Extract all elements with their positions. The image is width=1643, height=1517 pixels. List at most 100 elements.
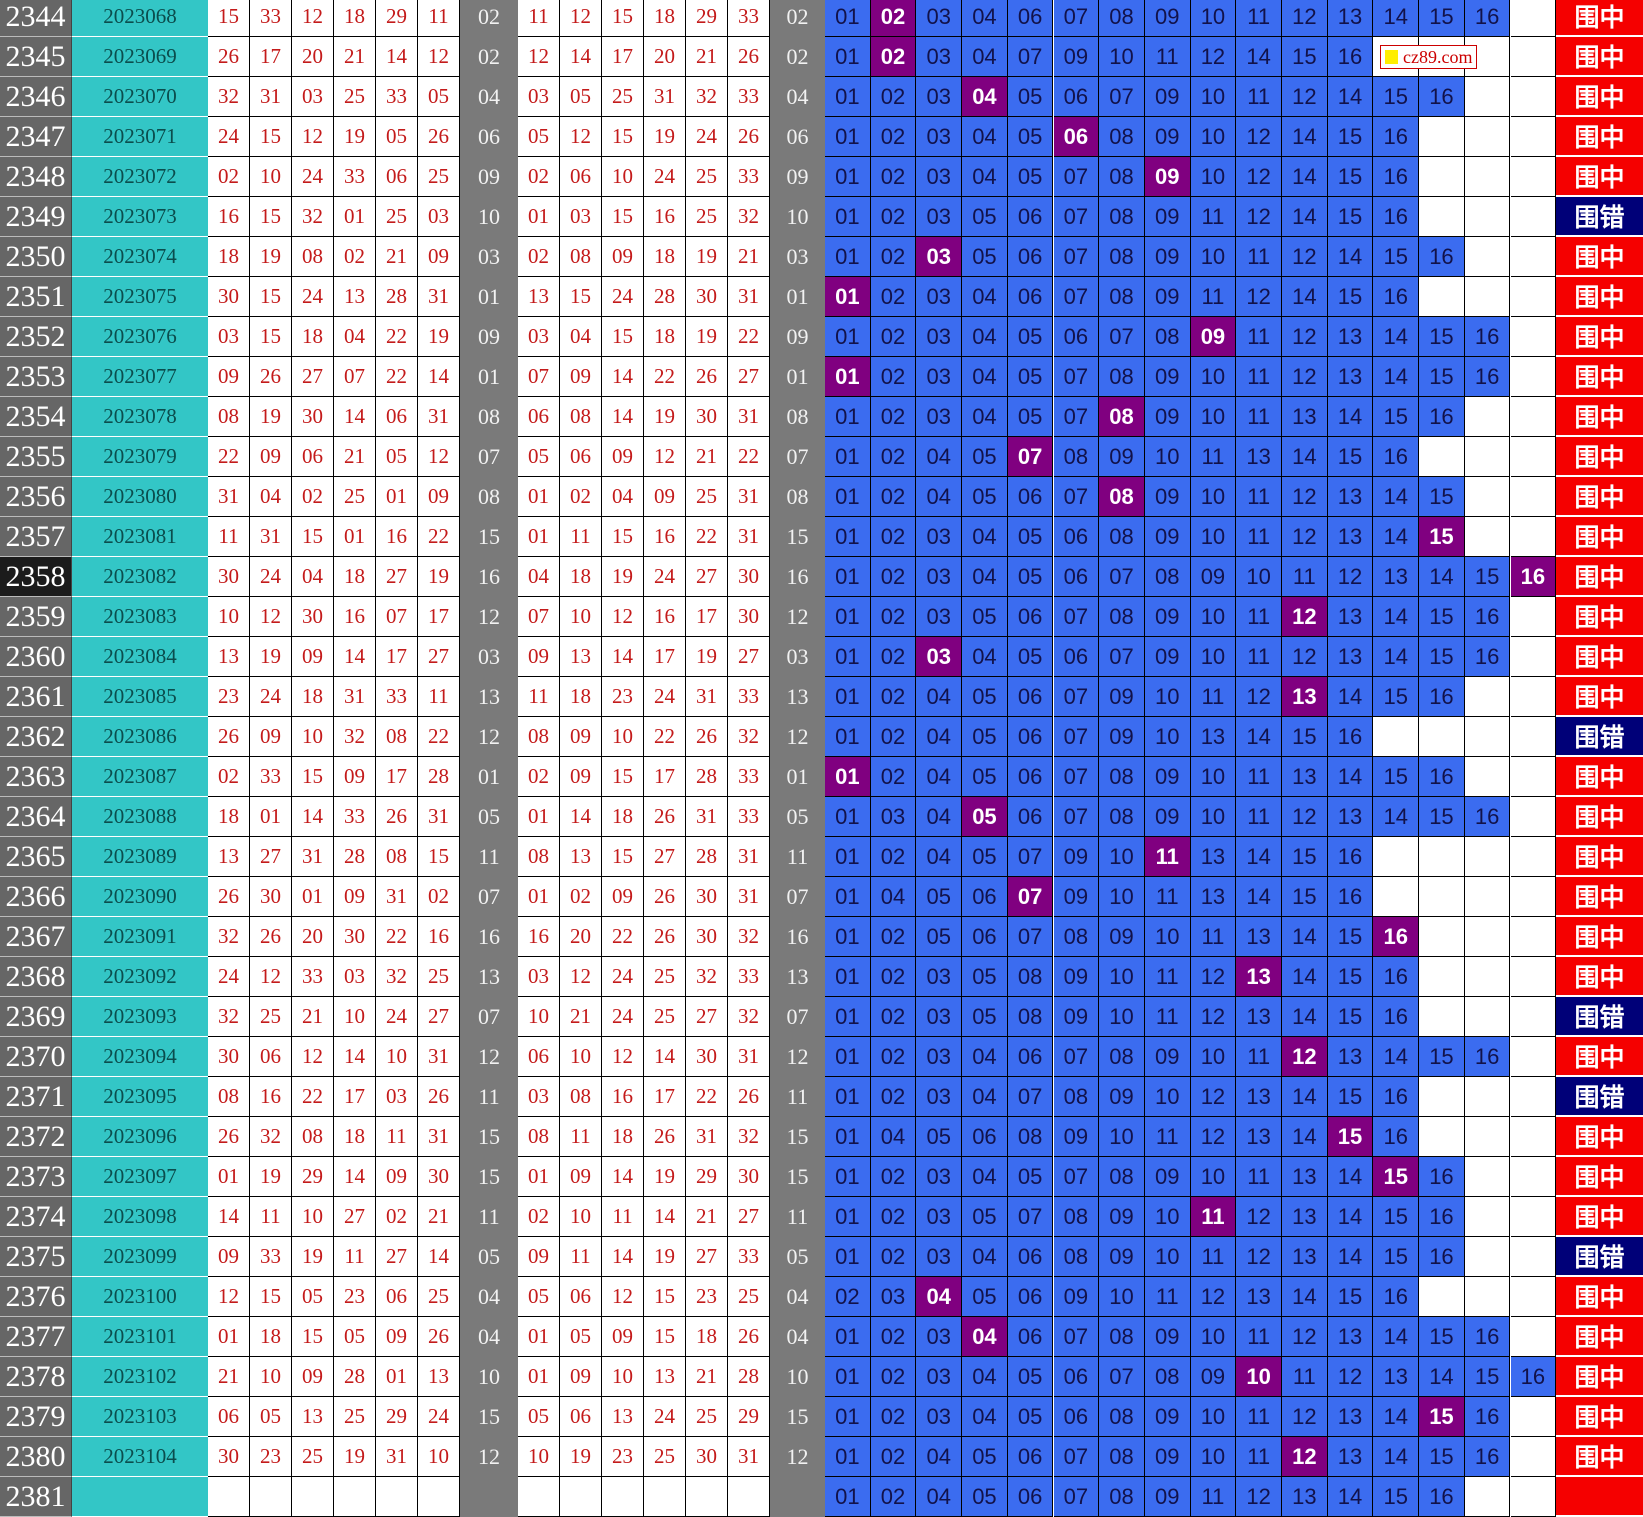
draw-number: 31 [418, 1037, 460, 1077]
table-row[interactable]: 2378 2023102 21 10 09 28 01 13 10 01 09 10 13 21 28 10 0… [0, 1357, 1643, 1397]
sorted-number: 13 [560, 637, 602, 677]
pool-number: 04 [962, 1157, 1008, 1197]
table-row[interactable]: 2369 2023093 32 25 21 10 24 27 07 10 21 24 25 27 32 07 0… [0, 997, 1643, 1037]
sorted-number: 17 [644, 637, 686, 677]
table-row[interactable]: 2356 2023080 31 04 02 25 01 09 08 01 02 04 09 25 31 08 0… [0, 477, 1643, 517]
pool-number: 02 [870, 1477, 917, 1517]
sorted-number: 17 [644, 1077, 686, 1117]
pool-number: 09 [1053, 37, 1100, 77]
pool-number: 16 [1373, 157, 1420, 197]
pool-number: 04 [916, 837, 963, 877]
hit-number: 12 [1282, 597, 1328, 637]
issue-number: 2023068 [72, 0, 208, 36]
table-row[interactable]: 2359 2023083 10 12 30 16 07 17 12 07 10 12 16 17 30 12 0… [0, 597, 1643, 637]
draw-number: 14 [334, 397, 376, 437]
pool-number: 10 [1144, 717, 1191, 757]
table-row[interactable]: 2379 2023103 06 05 13 25 29 24 15 05 06 13 24 25 29 15 0… [0, 1397, 1643, 1437]
pool-number [1510, 197, 1557, 237]
table-row[interactable]: 2352 2023076 03 15 18 04 22 19 09 03 04 15 18 19 22 09 0… [0, 317, 1643, 357]
table-row[interactable]: 2363 2023087 02 33 15 09 17 28 01 02 09 15 17 28 33 01 0… [0, 757, 1643, 797]
table-row[interactable]: 2362 2023086 26 09 10 32 08 22 12 08 09 10 22 26 32 12 0… [0, 717, 1643, 757]
pool-number: 16 [1464, 357, 1511, 397]
table-row[interactable]: 2373 2023097 01 19 29 14 09 30 15 01 09 14 19 29 30 15 0… [0, 1157, 1643, 1197]
table-row[interactable]: 2370 2023094 30 06 12 14 10 31 12 06 10 12 14 30 31 12 0… [0, 1037, 1643, 1077]
pool-number: 08 [1099, 0, 1145, 37]
table-row[interactable]: 2347 2023071 24 15 12 19 05 26 06 05 12 15 19 24 26 06 0… [0, 117, 1643, 157]
pool-number: 07 [1053, 1157, 1100, 1197]
table-row[interactable]: 2364 2023088 18 01 14 33 26 31 05 01 14 18 26 31 33 05 0… [0, 797, 1643, 837]
table-row[interactable]: 2380 2023104 30 23 25 19 31 10 12 10 19 23 25 30 31 12 0… [0, 1437, 1643, 1477]
pool-number [1419, 877, 1465, 917]
table-row[interactable]: 2366 2023090 26 30 01 09 31 02 07 01 02 09 26 30 31 07 0… [0, 877, 1643, 917]
sorted-number: 30 [686, 877, 728, 917]
table-row[interactable]: 2376 2023100 12 15 05 23 06 25 04 05 06 12 15 23 25 04 0… [0, 1277, 1643, 1317]
sorted-number: 19 [686, 237, 728, 277]
table-row[interactable]: 2358 2023082 30 24 04 18 27 19 16 04 18 19 24 27 30 16 0… [0, 557, 1643, 597]
draw-number: 01 [292, 877, 334, 917]
draw-number: 21 [334, 37, 376, 77]
sorted-number: 26 [728, 37, 770, 77]
table-row[interactable]: 2346 2023070 32 31 03 25 33 05 04 03 05 25 31 32 33 04 0… [0, 77, 1643, 117]
sorted-number: 27 [728, 1197, 770, 1237]
table-row[interactable]: 2350 2023074 18 19 08 02 21 09 03 02 08 09 18 19 21 03 0… [0, 237, 1643, 277]
sorted-number: 31 [728, 477, 770, 517]
draw-number: 27 [418, 637, 460, 677]
table-row[interactable]: 2368 2023092 24 12 33 03 32 25 13 03 12 24 25 32 33 13 0… [0, 957, 1643, 997]
pool-number: 04 [962, 1357, 1008, 1397]
draw-number: 15 [208, 0, 250, 37]
table-row[interactable]: 2374 2023098 14 11 10 27 02 21 11 02 10 11 14 21 27 11 0… [0, 1197, 1643, 1237]
table-row[interactable]: 2354 2023078 08 19 30 14 06 31 08 06 08 14 19 30 31 08 0… [0, 397, 1643, 437]
pool-number: 10 [1144, 437, 1191, 477]
result-badge: 围中 [1556, 77, 1643, 117]
draw-number: 27 [334, 1197, 376, 1237]
pool-number: 02 [870, 677, 917, 717]
table-row[interactable]: 2361 2023085 23 24 18 31 33 11 13 11 18 23 24 31 33 13 0… [0, 677, 1643, 717]
key-number: 08 [460, 397, 518, 437]
draw-number: 25 [334, 477, 376, 517]
pool-number: 01 [825, 157, 871, 197]
result-badge: 围中 [1556, 877, 1643, 917]
sorted-number: 27 [686, 557, 728, 597]
table-row[interactable]: 2381 01 02 04 05 06 07 08 09 11 12 13 14 15 16 [0, 1477, 1643, 1517]
table-row[interactable]: 2375 2023099 09 33 19 11 27 14 05 09 11 14 19 27 33 05 0… [0, 1237, 1643, 1277]
table-row[interactable]: 2355 2023079 22 09 06 21 05 12 07 05 06 09 12 21 22 07 0… [0, 437, 1643, 477]
pool-number: 03 [916, 397, 963, 437]
pool-number: 03 [916, 597, 963, 637]
pool-number: 08 [1099, 117, 1145, 157]
pool-number: 03 [916, 1197, 963, 1237]
sorted-number: 10 [602, 1357, 644, 1397]
table-row[interactable]: 2367 2023091 32 26 20 30 22 16 16 16 20 22 26 30 32 16 0… [0, 917, 1643, 957]
pool-number: 15 [1282, 877, 1328, 917]
table-row[interactable]: 2371 2023095 08 16 22 17 03 26 11 03 08 16 17 22 26 11 0… [0, 1077, 1643, 1117]
table-row[interactable]: 2348 2023072 02 10 24 33 06 25 09 02 06 10 24 25 33 09 0… [0, 157, 1643, 197]
pool-number: 15 [1373, 1237, 1420, 1277]
table-row[interactable]: 2344 2023068 15 33 12 18 29 11 02 11 12 15 18 29 33 02 0… [0, 0, 1643, 37]
hit-number: 01 [825, 757, 871, 797]
table-row[interactable]: 2357 2023081 11 31 15 01 16 22 15 01 11 15 16 22 31 15 0… [0, 517, 1643, 557]
draw-number: 19 [292, 1237, 334, 1277]
pool-number: 07 [1053, 237, 1100, 277]
sorted-number: 04 [560, 317, 602, 357]
table-row[interactable]: 2353 2023077 09 26 27 07 22 14 01 07 09 14 22 26 27 01 0… [0, 357, 1643, 397]
table-row[interactable]: 2360 2023084 13 19 09 14 17 27 03 09 13 14 17 19 27 03 0… [0, 637, 1643, 677]
table-row[interactable]: 2377 2023101 01 18 15 05 09 26 04 01 05 09 15 18 26 04 0… [0, 1317, 1643, 1357]
pool-number: 10 [1190, 1437, 1237, 1477]
table-row[interactable]: 2345 2023069 26 17 20 21 14 12 02 12 14 17 20 21 26 02 0… [0, 37, 1643, 77]
key-number: 06 [460, 117, 518, 157]
table-row[interactable]: 2349 2023073 16 15 32 01 25 03 10 01 03 15 16 25 32 10 0… [0, 197, 1643, 237]
draw-number: 24 [208, 957, 250, 997]
draw-number: 09 [334, 877, 376, 917]
draw-number: 12 [292, 117, 334, 157]
table-row[interactable]: 2365 2023089 13 27 31 28 08 15 11 08 13 15 27 28 31 11 0… [0, 837, 1643, 877]
sorted-number: 21 [686, 437, 728, 477]
table-row[interactable]: 2351 2023075 30 15 24 13 28 31 01 13 15 24 28 30 31 01 0… [0, 277, 1643, 317]
draw-number: 16 [334, 597, 376, 637]
key-number-repeat: 01 [770, 357, 825, 397]
row-number: 2356 [0, 477, 72, 517]
draw-number: 25 [334, 1397, 376, 1437]
draw-number: 21 [292, 997, 334, 1037]
table-row[interactable]: 2372 2023096 26 32 08 18 11 31 15 08 11 18 26 31 32 15 0… [0, 1117, 1643, 1157]
key-number: 08 [460, 477, 518, 517]
key-number: 11 [460, 1197, 518, 1237]
pool-number: 14 [1282, 157, 1328, 197]
